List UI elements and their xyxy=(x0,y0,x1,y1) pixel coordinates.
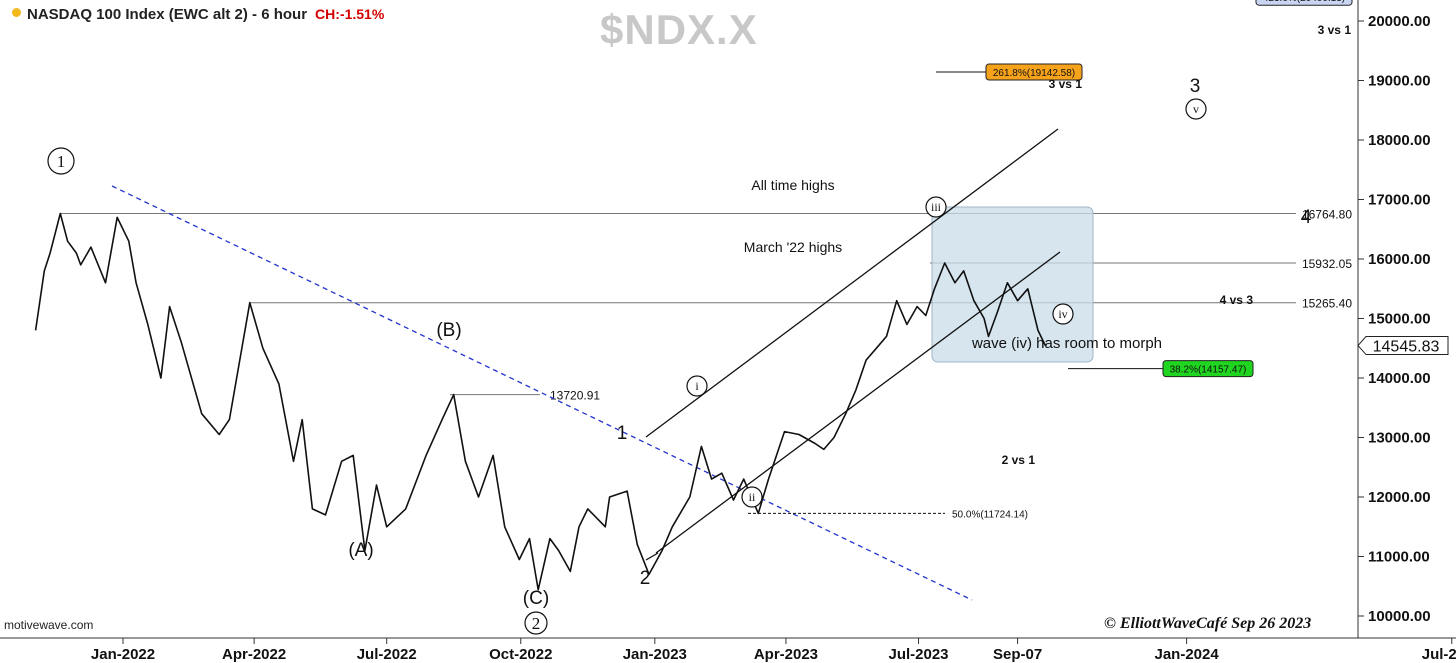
fib-badge-label: 38.2%(14157.47) xyxy=(1170,365,1247,376)
wave-label: 3 xyxy=(1190,76,1201,97)
fib-badge xyxy=(985,63,1083,81)
y-tick-label: 12000.00 xyxy=(1368,489,1431,506)
y-tick-label: 11000.00 xyxy=(1368,549,1430,566)
y-tick-label: 17000.00 xyxy=(1368,192,1431,209)
wave-label: ii xyxy=(749,490,756,504)
chart-header: NASDAQ 100 Index (EWC alt 2) - 6 hour CH:… xyxy=(12,6,384,23)
channel-lower-line xyxy=(655,251,1061,554)
x-tick-label: Jan-2023 xyxy=(623,646,687,663)
wave-label: i xyxy=(695,379,699,393)
x-tick-label: Apr-2022 xyxy=(222,646,286,663)
wave-iv-zone xyxy=(931,206,1094,363)
x-tick-label: Jul-2023 xyxy=(888,646,948,663)
channel-base-tick xyxy=(645,552,659,561)
y-tick-label: 14000.00 xyxy=(1368,370,1431,387)
channel-upper-line xyxy=(645,128,1059,438)
plot-area xyxy=(0,0,1358,638)
y-tick-label: 20000.00 xyxy=(1368,13,1431,30)
x-tick-label: Oct-2022 xyxy=(489,646,552,663)
wave-label: iv xyxy=(1058,307,1067,321)
last-price-marker xyxy=(1357,336,1449,356)
wave-label: (C) xyxy=(523,588,549,609)
price-level-label: 15265.40 xyxy=(1302,297,1352,311)
y-tick-label: 18000.00 xyxy=(1368,132,1431,149)
change-percent: CH:-1.51% xyxy=(315,6,385,22)
x-tick-label: Jul-2022 xyxy=(357,646,417,663)
brand-label: motivewave.com xyxy=(4,618,94,632)
wave-label-circle xyxy=(1052,303,1074,325)
y-tick-label: 15000.00 xyxy=(1368,311,1431,328)
wave-label: 4 xyxy=(1301,207,1312,228)
symbol-watermark: $NDX.X xyxy=(600,6,758,53)
wave-label-circle xyxy=(741,486,763,508)
fib-note: 3 vs 1 xyxy=(1318,23,1352,37)
fib-note: 3 vs 1 xyxy=(1049,77,1083,91)
x-tick-label: Jul-2024 xyxy=(1422,646,1456,663)
fib-note: 2 vs 1 xyxy=(1002,453,1036,467)
fib-note: 4 vs 3 xyxy=(1220,293,1254,307)
price-level-label: 16764.80 xyxy=(1302,207,1352,221)
wave-label-circle xyxy=(524,611,548,635)
wave-label-circle xyxy=(1185,98,1207,120)
y-tick-label: 10000.00 xyxy=(1368,608,1431,625)
x-tick-label: Sep-07 xyxy=(993,646,1042,663)
zone-caption: wave (iv) has room to morph xyxy=(971,335,1162,352)
downtrend-line xyxy=(111,185,973,601)
price-series-line xyxy=(34,212,1047,591)
fib-badge-label: 50.0%(11724.14) xyxy=(952,509,1028,520)
fib-badge xyxy=(1162,360,1254,378)
wave-label: 1 xyxy=(617,423,628,444)
wave-label: 2 xyxy=(532,614,541,633)
wave-label: v xyxy=(1193,102,1199,116)
level-caption: All time highs xyxy=(751,177,834,193)
fib-badge xyxy=(1255,0,1353,6)
wave-label-circle xyxy=(47,147,75,175)
status-dot xyxy=(12,8,21,17)
price-level-label: 15932.05 xyxy=(1302,257,1352,271)
x-tick-label: Jan-2024 xyxy=(1155,646,1220,663)
level-caption: March '22 highs xyxy=(744,239,842,255)
price-level-label: 13720.91 xyxy=(550,389,600,403)
x-tick-label: Apr-2023 xyxy=(754,646,818,663)
copyright-label: © ElliottWaveCafé Sep 26 2023 xyxy=(1104,615,1312,632)
fib-badge-label: 423.6%(20400.13) xyxy=(1263,0,1345,4)
wave-label-circle xyxy=(925,196,947,218)
chart-title: NASDAQ 100 Index (EWC alt 2) - 6 hour xyxy=(27,6,308,23)
x-tick-label: Jan-2022 xyxy=(91,646,155,663)
wave-label: (B) xyxy=(436,320,461,341)
wave-label: iii xyxy=(931,200,942,214)
y-tick-label: 16000.00 xyxy=(1368,251,1431,268)
wave-label: 1 xyxy=(57,152,66,171)
y-tick-label: 13000.00 xyxy=(1368,430,1431,447)
y-tick-label: 19000.00 xyxy=(1368,73,1431,90)
wave-label: (A) xyxy=(348,540,373,561)
wave-label: 2 xyxy=(640,568,651,589)
fib-badge-label: 261.8%(19142.58) xyxy=(993,68,1075,79)
wave-label-circle xyxy=(686,375,708,397)
last-price-label: 14545.83 xyxy=(1373,339,1440,356)
